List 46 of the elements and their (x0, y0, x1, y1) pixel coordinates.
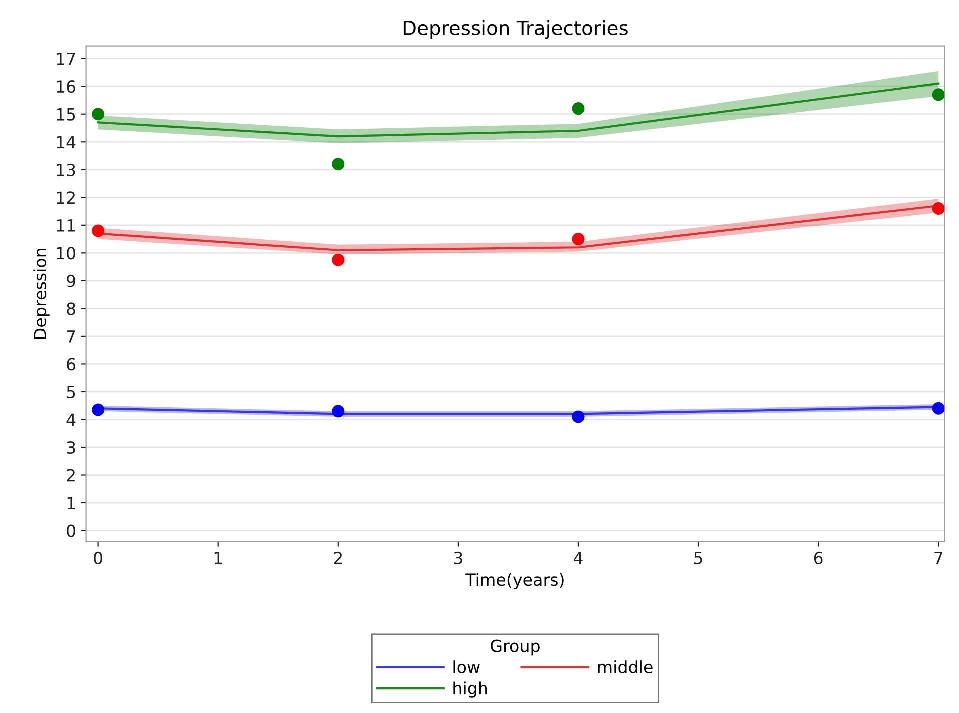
x-tick-label: 5 (694, 552, 702, 565)
y-tick-label: 0 (67, 524, 76, 538)
x-tick-label: 1 (214, 552, 222, 564)
y-tick-label: 10 (57, 247, 76, 260)
point (932, 202, 945, 215)
legend-label: middle (598, 660, 653, 674)
point (92, 404, 105, 416)
y-tick-label: 16 (57, 80, 76, 94)
x-tick-label: 0 (94, 552, 103, 565)
point (572, 102, 585, 116)
point (92, 224, 105, 238)
x-tick-label: 7 (934, 552, 942, 564)
y-tick-label: 3 (67, 441, 76, 454)
x-tick-label: 2 (334, 552, 342, 564)
legend-title: Group (491, 640, 540, 656)
x-axis-title: Time(years) (466, 573, 564, 590)
y-tick-label: 5 (67, 386, 76, 399)
point (332, 254, 345, 266)
y-tick-label: 1 (68, 497, 76, 510)
chart-title: Depression Trajectories (404, 20, 628, 40)
point (332, 158, 345, 171)
y-tick-label: 17 (57, 53, 76, 66)
point (572, 410, 585, 424)
legend-label: low (454, 660, 480, 674)
point (932, 88, 945, 102)
y-tick-label: 8 (67, 302, 76, 316)
y-tick-label: 9 (67, 274, 76, 288)
y-tick-label: 14 (57, 136, 76, 148)
y-tick-label: 6 (67, 358, 76, 371)
line-series (97, 82, 940, 138)
x-tick-label: 3 (454, 552, 462, 565)
point (92, 108, 105, 121)
x-tick-label: 6 (814, 552, 823, 565)
legend-label: high (454, 682, 488, 698)
x-tick-label: 4 (574, 552, 583, 564)
point (932, 402, 945, 415)
y-tick-label: 12 (57, 192, 75, 204)
y-tick-label: 11 (57, 220, 76, 232)
y-tick-label: 15 (57, 108, 76, 121)
point (572, 233, 585, 246)
y-axis-title: Depression (34, 248, 50, 340)
y-tick-label: 13 (57, 164, 76, 176)
y-tick-label: 4 (66, 414, 76, 426)
y-tick-label: 7 (67, 330, 76, 343)
point (332, 405, 345, 418)
y-tick-label: 2 (67, 469, 75, 482)
